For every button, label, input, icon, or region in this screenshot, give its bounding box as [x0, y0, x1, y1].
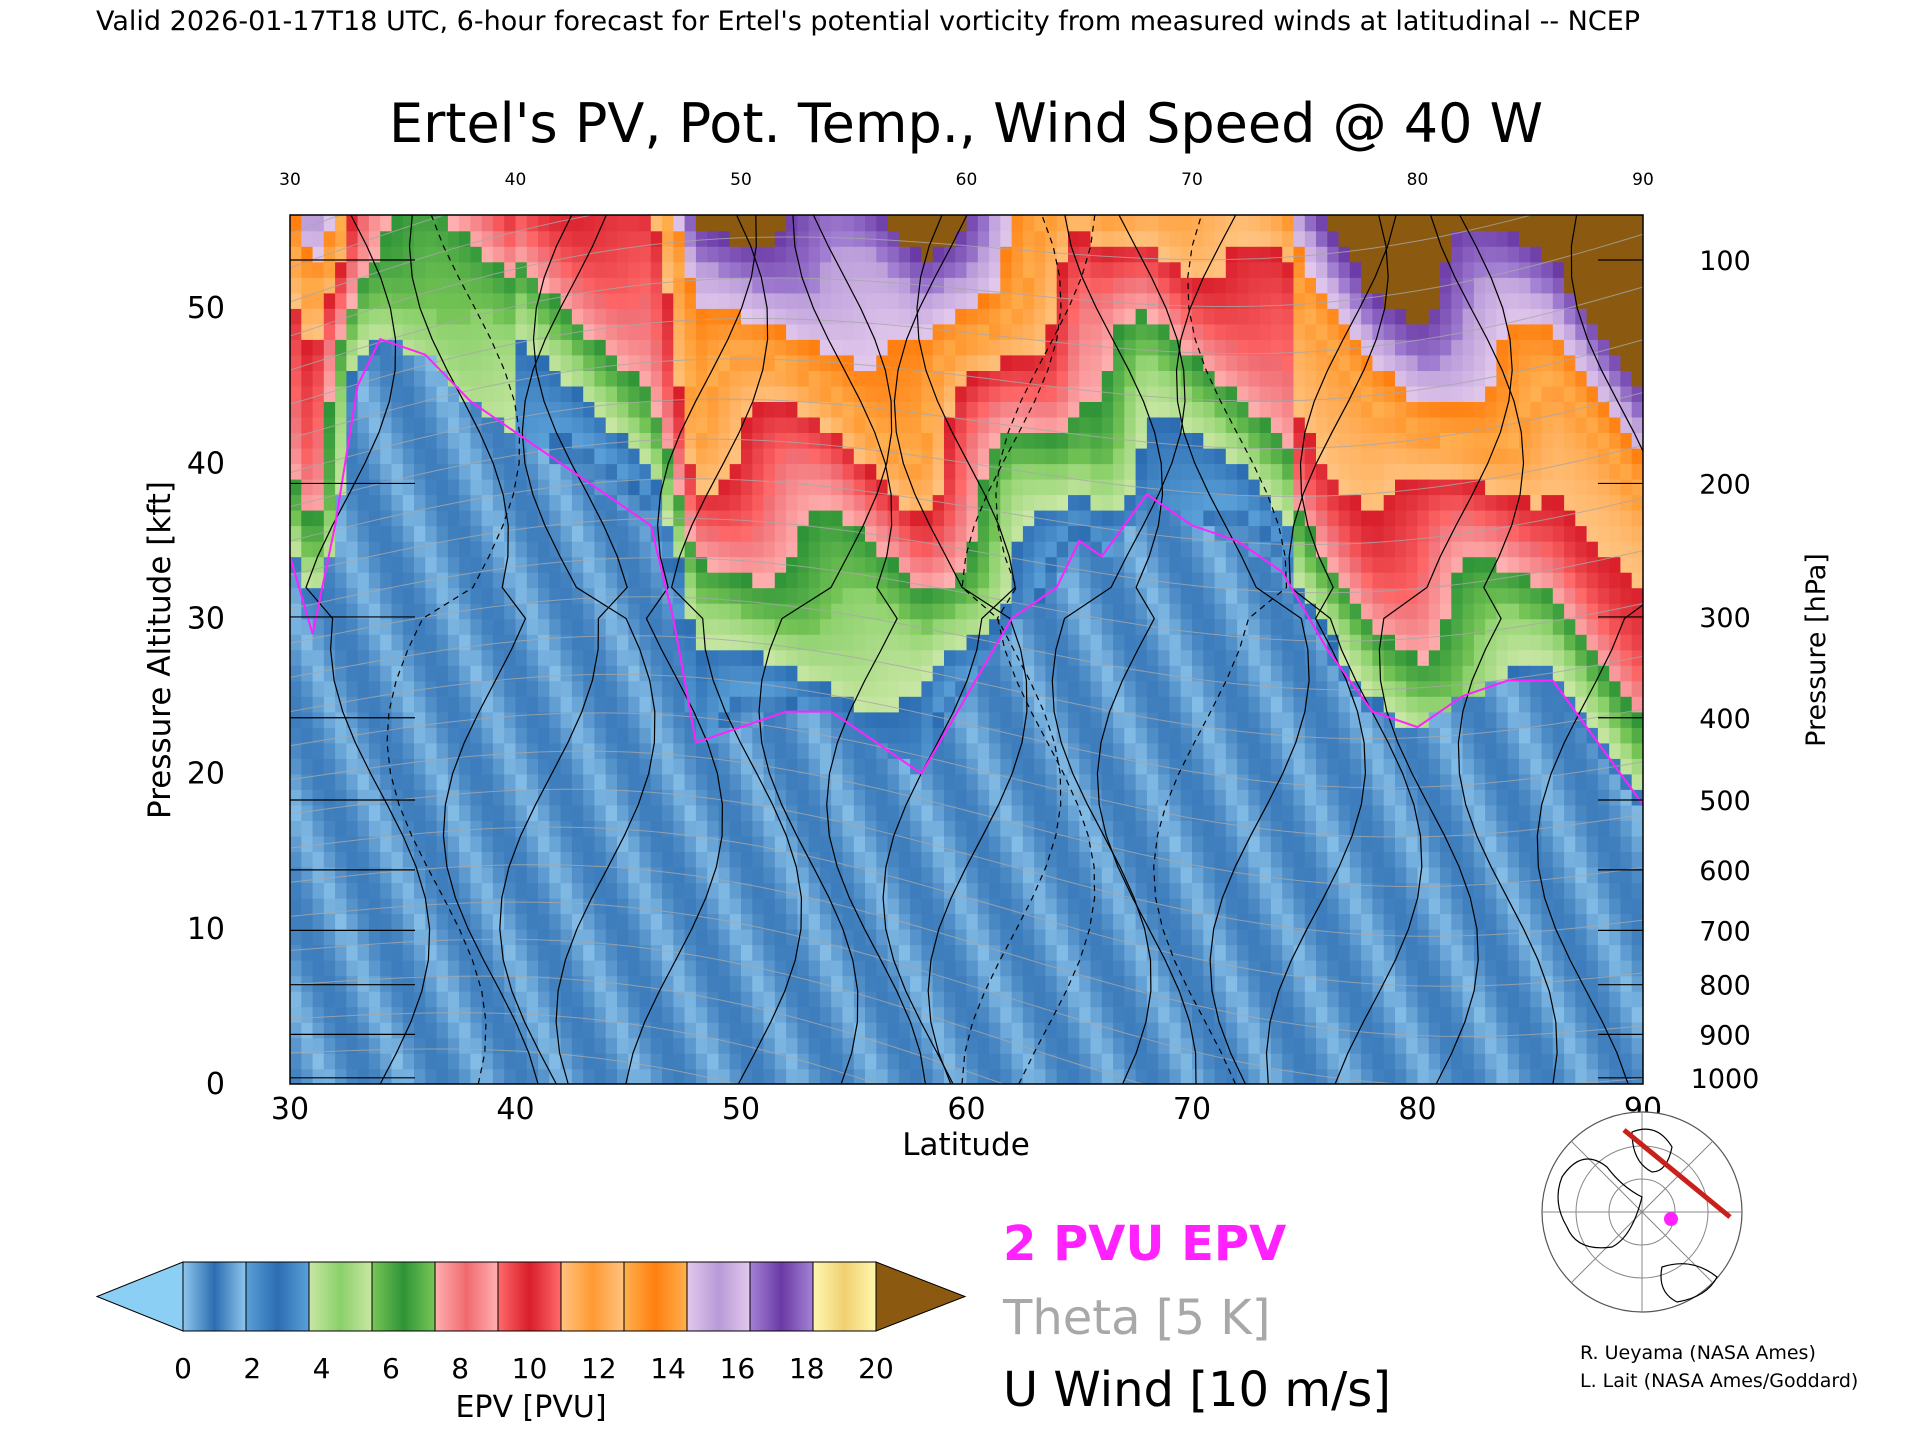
pressure-tick-label: 200	[1699, 469, 1751, 500]
y-tick-label: 40	[187, 446, 225, 481]
colorbar-bin	[309, 1262, 372, 1331]
x-tick-label-top: 80	[1407, 170, 1429, 190]
colorbar-tick-label: 16	[720, 1352, 756, 1385]
colorbar-over-triangle	[876, 1262, 965, 1331]
y-tick-label: 50	[187, 291, 225, 326]
x-tick-label-top: 90	[1632, 170, 1654, 190]
x-tick-label: 70	[1173, 1092, 1211, 1127]
colorbar-bin	[561, 1262, 624, 1331]
pressure-tick-label: 100	[1699, 246, 1751, 277]
x-tick-label-top: 60	[956, 170, 978, 190]
colorbar-bin	[624, 1262, 687, 1331]
colorbar-tick-label: 8	[451, 1352, 469, 1385]
pressure-tick-label: 500	[1699, 786, 1751, 817]
credit-line-1: R. Ueyama (NASA Ames)	[1580, 1342, 1816, 1364]
colorbar-tick-label: 18	[789, 1352, 825, 1385]
colorbar-tick-label: 6	[382, 1352, 400, 1385]
colorbar-under-triangle	[97, 1262, 183, 1331]
colorbar-bin	[246, 1262, 309, 1331]
x-tick-label-top: 50	[730, 170, 752, 190]
pressure-tick-label: 1000	[1691, 1064, 1760, 1095]
colorbar-bin	[498, 1262, 561, 1331]
credit-line-2: L. Lait (NASA Ames/Goddard)	[1580, 1370, 1858, 1392]
colorbar-tick-label: 12	[581, 1352, 617, 1385]
top-caption: Valid 2026-01-17T18 UTC, 6-hour forecast…	[96, 6, 1640, 37]
x-tick-label: 50	[722, 1092, 760, 1127]
theta-contour	[290, 1049, 1643, 1291]
y-tick-label: 30	[187, 601, 225, 636]
map-location-marker	[1664, 1212, 1678, 1226]
colorbar-label: EPV [PVU]	[455, 1390, 606, 1425]
pressure-tick-label: 400	[1699, 704, 1751, 735]
colorbar-tick-label: 2	[243, 1352, 261, 1385]
x-tick-label-top: 40	[505, 170, 527, 190]
colorbar-bin	[750, 1262, 813, 1331]
x-tick-label: 40	[496, 1092, 534, 1127]
inset-map	[1542, 1112, 1742, 1312]
colorbar-tick-label: 4	[313, 1352, 331, 1385]
chart-title: Ertel's PV, Pot. Temp., Wind Speed @ 40 …	[389, 92, 1543, 155]
y-tick-label: 0	[206, 1067, 225, 1102]
colorbar-bin	[687, 1262, 750, 1331]
colorbar-tick-label: 0	[174, 1352, 192, 1385]
colorbar-tick-label: 14	[650, 1352, 686, 1385]
colorbar-bin	[183, 1262, 246, 1331]
legend-theta: Theta [5 K]	[1002, 1290, 1271, 1346]
x-tick-label: 80	[1398, 1092, 1436, 1127]
pressure-tick-label: 800	[1699, 971, 1751, 1002]
colorbar-tick-label: 10	[512, 1352, 548, 1385]
x-tick-label-top: 70	[1181, 170, 1203, 190]
x-tick-label: 60	[947, 1092, 985, 1127]
legend-pv-line: 2 PVU EPV	[1003, 1216, 1286, 1272]
colorbar-tick-label: 20	[858, 1352, 894, 1385]
y-tick-label: 10	[187, 912, 225, 947]
x-tick-label-top: 30	[279, 170, 301, 190]
colorbar-bin	[813, 1262, 876, 1331]
x-tick-label: 30	[271, 1092, 309, 1127]
pressure-tick-label: 300	[1699, 603, 1751, 634]
legend-wind: U Wind [10 m/s]	[1003, 1362, 1391, 1418]
x-axis-title: Latitude	[902, 1127, 1030, 1163]
pressure-tick-label: 600	[1699, 856, 1751, 887]
colorbar-bin	[372, 1262, 435, 1331]
y-axis-title-left: Pressure Altitude [kft]	[142, 481, 178, 819]
colorbar: 0 2 4 6 8 10 12 14 16 18 20	[97, 1262, 965, 1385]
y-axis-title-right: Pressure [hPa]	[1801, 553, 1832, 747]
pressure-tick-label: 900	[1699, 1020, 1751, 1051]
y-tick-label: 20	[187, 757, 225, 792]
pressure-tick-label: 700	[1699, 916, 1751, 947]
colorbar-bin	[435, 1262, 498, 1331]
legend: 2 PVU EPV Theta [5 K] U Wind [10 m/s]	[1002, 1216, 1391, 1418]
